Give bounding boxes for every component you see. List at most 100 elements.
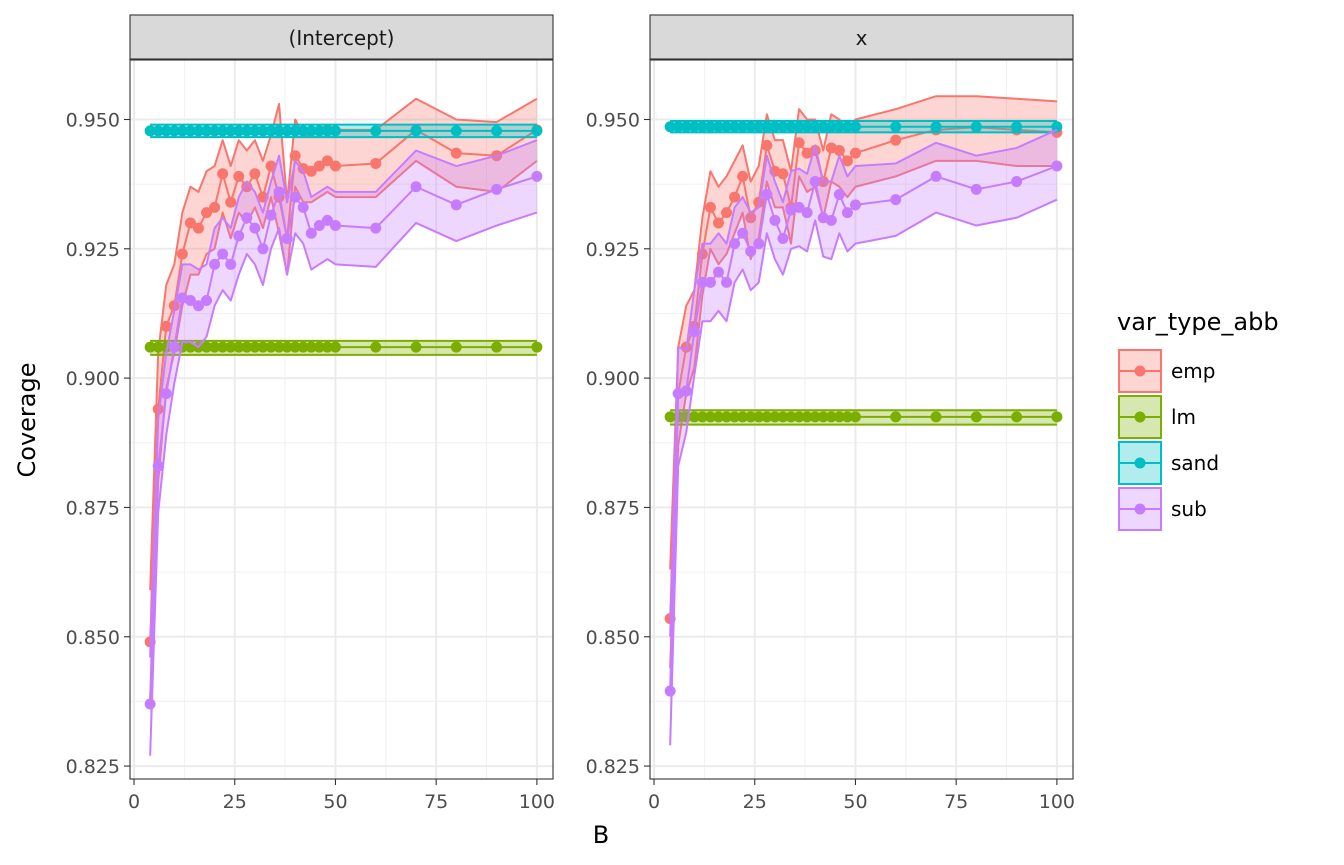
point-lm bbox=[321, 341, 333, 353]
series-lm bbox=[664, 409, 1063, 426]
point-sub bbox=[305, 227, 317, 239]
point-sand bbox=[696, 121, 708, 133]
point-lm bbox=[769, 411, 781, 423]
point-emp bbox=[176, 248, 188, 260]
point-sand bbox=[410, 125, 422, 137]
point-sand bbox=[785, 121, 797, 133]
x-tick-label: 100 bbox=[1039, 791, 1075, 813]
point-sand bbox=[680, 121, 692, 133]
point-emp bbox=[305, 165, 317, 177]
facet-strip bbox=[129, 14, 554, 60]
point-sub bbox=[329, 220, 341, 232]
point-emp bbox=[704, 201, 716, 213]
lower-line-emp bbox=[669, 159, 1057, 668]
point-sand bbox=[321, 125, 333, 137]
point-sand bbox=[329, 125, 341, 137]
series-sub bbox=[144, 139, 543, 756]
point-emp bbox=[329, 160, 341, 172]
point-lm bbox=[793, 411, 805, 423]
point-sub bbox=[777, 232, 789, 244]
point-lm bbox=[712, 411, 724, 423]
point-sand bbox=[281, 125, 293, 137]
point-sub bbox=[152, 460, 164, 472]
point-sand bbox=[769, 121, 781, 133]
point-sub bbox=[833, 188, 845, 200]
point-sand bbox=[890, 121, 902, 133]
point-lm bbox=[225, 341, 237, 353]
point-sub bbox=[1011, 176, 1023, 188]
point-sub bbox=[168, 341, 180, 353]
point-lm bbox=[313, 341, 325, 353]
ribbon-sub bbox=[150, 140, 537, 756]
point-sand bbox=[849, 121, 861, 133]
point-lm bbox=[1011, 411, 1023, 423]
point-sand bbox=[305, 125, 317, 137]
point-sub bbox=[249, 222, 261, 234]
point-lm bbox=[233, 341, 245, 353]
point-lm bbox=[217, 341, 229, 353]
series-sand bbox=[144, 123, 543, 139]
ribbon-sub bbox=[670, 129, 1057, 746]
point-sand bbox=[209, 125, 221, 137]
point-sub bbox=[841, 207, 853, 219]
upper-line-sub bbox=[669, 128, 1058, 637]
point-sub bbox=[737, 227, 749, 239]
point-sand bbox=[688, 121, 700, 133]
plot-background bbox=[130, 60, 553, 779]
point-emp bbox=[450, 147, 462, 159]
point-lm bbox=[531, 341, 543, 353]
point-sand bbox=[201, 125, 213, 137]
point-sub bbox=[680, 385, 692, 397]
legend-entry-lm: lm bbox=[1118, 395, 1196, 439]
point-emp bbox=[217, 168, 229, 180]
legend-title: var_type_abb bbox=[1117, 308, 1279, 336]
point-sub bbox=[688, 326, 700, 338]
point-lm bbox=[721, 411, 733, 423]
point-sand bbox=[801, 121, 813, 133]
point-sand bbox=[152, 125, 164, 137]
legend-entry-sub: sub bbox=[1118, 487, 1207, 531]
point-sub bbox=[192, 300, 204, 312]
y-tick-label: 0.925 bbox=[586, 239, 640, 261]
point-lm bbox=[777, 411, 789, 423]
point-lm bbox=[930, 411, 942, 423]
point-emp bbox=[712, 217, 724, 229]
legend-label-lm: lm bbox=[1171, 405, 1196, 429]
point-lm bbox=[152, 341, 164, 353]
point-emp bbox=[370, 157, 382, 169]
point-sand bbox=[160, 125, 172, 137]
point-lm bbox=[890, 411, 902, 423]
point-lm bbox=[970, 411, 982, 423]
point-sand bbox=[729, 121, 741, 133]
legend-entry-emp: emp bbox=[1118, 349, 1215, 393]
point-emp bbox=[745, 212, 757, 224]
point-emp bbox=[777, 168, 789, 180]
point-emp bbox=[201, 207, 213, 219]
point-emp bbox=[890, 134, 902, 146]
ribbon-emp bbox=[670, 96, 1057, 668]
point-lm bbox=[833, 411, 845, 423]
point-emp bbox=[152, 403, 164, 415]
panel-border bbox=[649, 59, 1074, 780]
point-emp bbox=[793, 137, 805, 149]
x-tick-label: 50 bbox=[323, 791, 347, 813]
point-sand bbox=[817, 121, 829, 133]
point-lm bbox=[297, 341, 309, 353]
point-sub bbox=[825, 214, 837, 226]
point-sand bbox=[793, 121, 805, 133]
point-lm bbox=[801, 411, 813, 423]
point-lm bbox=[737, 411, 749, 423]
point-emp bbox=[761, 139, 773, 151]
legend-key-point bbox=[1134, 411, 1146, 423]
point-sub bbox=[930, 170, 942, 182]
point-emp bbox=[833, 145, 845, 157]
point-sand bbox=[712, 121, 724, 133]
point-sand bbox=[672, 121, 684, 133]
point-sub bbox=[704, 276, 716, 288]
point-lm bbox=[249, 341, 261, 353]
point-emp bbox=[249, 168, 261, 180]
point-lm bbox=[688, 411, 700, 423]
point-sub bbox=[160, 388, 172, 400]
x-tick-label: 75 bbox=[424, 791, 448, 813]
x-axis-title: B bbox=[593, 821, 609, 849]
